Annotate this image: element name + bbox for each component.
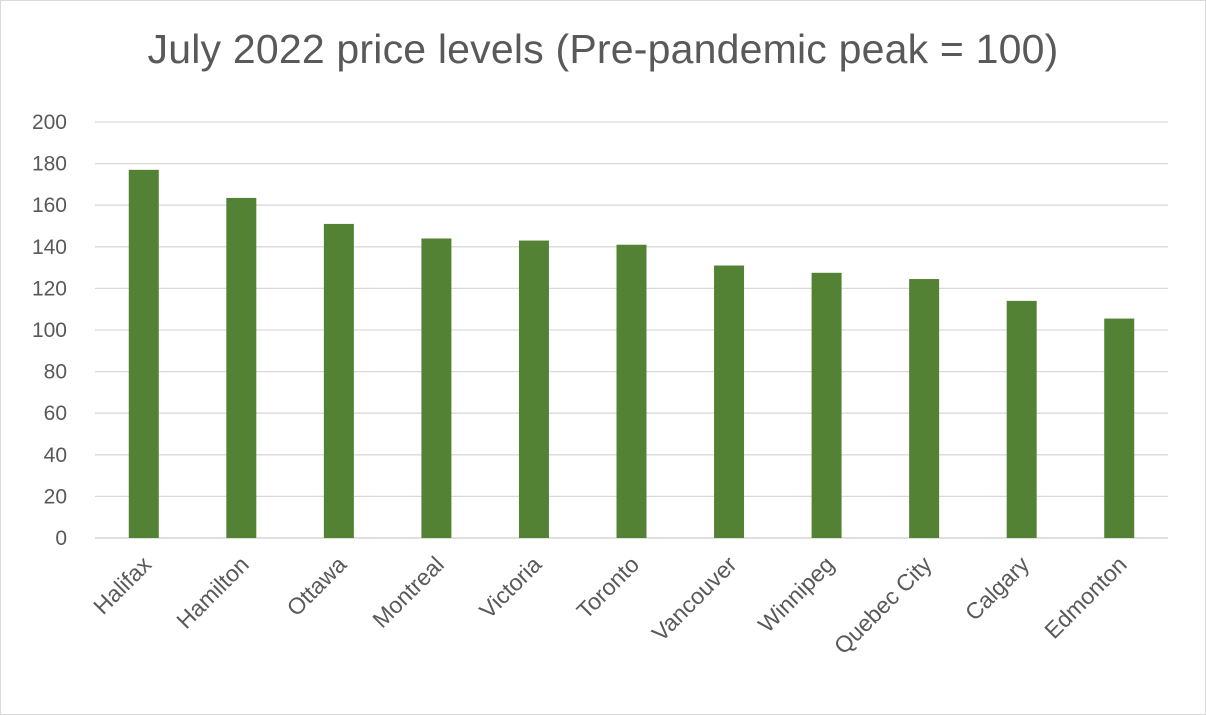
x-category-label: Quebec City [829,551,937,659]
x-category-label: Victoria [474,551,546,623]
bar-winnipeg [811,272,842,538]
x-category-label: Hamilton [171,551,254,634]
bar-ottawa [323,223,354,539]
y-tick-label: 20 [44,485,67,508]
bars [128,169,1135,539]
y-tick-label: 200 [32,111,67,134]
x-category-label: Winnipeg [753,551,839,637]
x-category-label: Montreal [367,551,449,633]
bar-calgary [1006,300,1037,538]
y-tick-label: 160 [32,194,67,217]
y-tick-label: 60 [44,402,67,425]
y-tick-label: 120 [32,277,67,300]
y-tick-label: 80 [44,361,67,384]
x-category-label: Toronto [571,551,644,624]
x-category-label: Edmonton [1039,551,1132,644]
bar-quebec-city [909,279,940,538]
bar-halifax [128,169,159,538]
bar-toronto [616,244,647,538]
bar-montreal [421,238,452,539]
y-tick-label: 180 [32,153,67,176]
x-category-label: Vancouver [647,551,742,646]
chart-title: July 2022 price levels (Pre-pandemic pea… [147,26,1059,72]
y-tick-label: 140 [32,236,67,259]
x-category-label: Halifax [88,551,156,619]
bar-victoria [518,240,549,538]
bar-hamilton [226,197,257,539]
y-tick-label: 100 [32,319,67,342]
x-category-label: Calgary [960,551,1035,626]
y-tick-label: 40 [44,444,67,467]
x-axis-category-labels: Halifax Hamilton Ottawa Montreal Victoria Tor… [88,551,1132,659]
bar-edmonton [1104,318,1135,538]
y-tick-label: 0 [55,527,67,550]
x-category-label: Ottawa [281,551,351,621]
y-axis-tick-labels: 0 20 40 60 80 100 120 140 160 180 200 [32,111,67,550]
bar-vancouver [714,265,745,538]
